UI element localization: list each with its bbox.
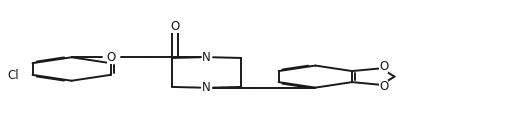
Text: O: O [379,60,388,73]
Text: O: O [107,51,116,64]
Text: Cl: Cl [7,69,19,82]
Text: N: N [202,81,211,94]
Text: O: O [379,80,388,93]
Text: O: O [170,20,180,33]
Text: N: N [202,51,211,64]
